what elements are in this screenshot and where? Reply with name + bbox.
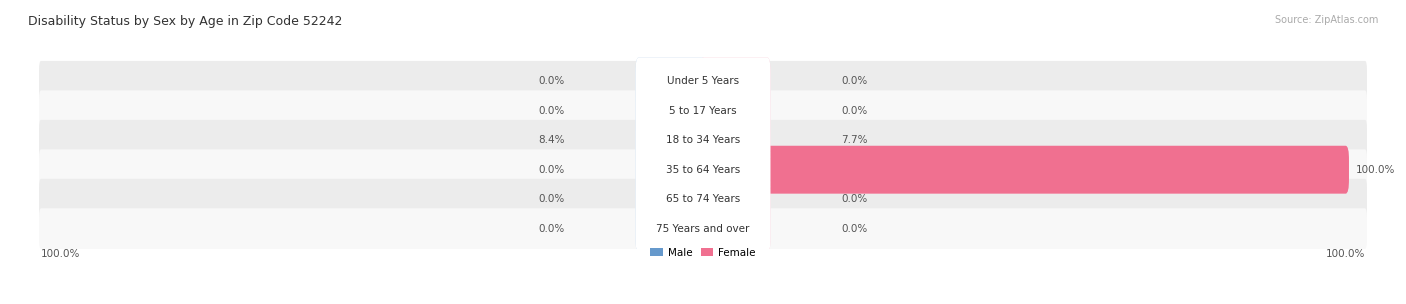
FancyBboxPatch shape xyxy=(700,116,770,164)
FancyBboxPatch shape xyxy=(39,120,1367,161)
FancyBboxPatch shape xyxy=(700,116,755,164)
Text: Disability Status by Sex by Age in Zip Code 52242: Disability Status by Sex by Age in Zip C… xyxy=(28,15,343,28)
FancyBboxPatch shape xyxy=(700,205,770,253)
Text: 100.0%: 100.0% xyxy=(41,249,80,259)
FancyBboxPatch shape xyxy=(636,175,706,223)
FancyBboxPatch shape xyxy=(636,87,770,135)
FancyBboxPatch shape xyxy=(700,146,1348,194)
FancyBboxPatch shape xyxy=(636,116,706,164)
FancyBboxPatch shape xyxy=(636,205,770,253)
Text: 75 Years and over: 75 Years and over xyxy=(657,224,749,234)
Text: 0.0%: 0.0% xyxy=(538,165,565,175)
FancyBboxPatch shape xyxy=(39,149,1367,190)
Text: Under 5 Years: Under 5 Years xyxy=(666,76,740,86)
Text: 0.0%: 0.0% xyxy=(538,224,565,234)
Text: 7.7%: 7.7% xyxy=(841,135,868,145)
FancyBboxPatch shape xyxy=(39,61,1367,102)
Text: 100.0%: 100.0% xyxy=(1326,249,1365,259)
Legend: Male, Female: Male, Female xyxy=(648,245,758,260)
Text: 0.0%: 0.0% xyxy=(841,106,868,116)
FancyBboxPatch shape xyxy=(700,57,770,105)
FancyBboxPatch shape xyxy=(636,57,770,105)
Text: 0.0%: 0.0% xyxy=(841,76,868,86)
FancyBboxPatch shape xyxy=(645,116,706,164)
FancyBboxPatch shape xyxy=(700,146,1348,194)
Text: 0.0%: 0.0% xyxy=(538,106,565,116)
FancyBboxPatch shape xyxy=(636,175,770,223)
FancyBboxPatch shape xyxy=(700,87,770,135)
FancyBboxPatch shape xyxy=(39,179,1367,219)
FancyBboxPatch shape xyxy=(636,116,770,164)
FancyBboxPatch shape xyxy=(636,146,706,194)
FancyBboxPatch shape xyxy=(39,208,1367,249)
FancyBboxPatch shape xyxy=(636,146,770,194)
Text: 0.0%: 0.0% xyxy=(538,194,565,204)
Text: 5 to 17 Years: 5 to 17 Years xyxy=(669,106,737,116)
FancyBboxPatch shape xyxy=(636,57,706,105)
Text: 65 to 74 Years: 65 to 74 Years xyxy=(666,194,740,204)
FancyBboxPatch shape xyxy=(700,175,770,223)
Text: 8.4%: 8.4% xyxy=(538,135,565,145)
Text: 0.0%: 0.0% xyxy=(841,224,868,234)
Text: 18 to 34 Years: 18 to 34 Years xyxy=(666,135,740,145)
Text: 0.0%: 0.0% xyxy=(538,76,565,86)
Text: 0.0%: 0.0% xyxy=(841,194,868,204)
Text: 100.0%: 100.0% xyxy=(1355,165,1395,175)
FancyBboxPatch shape xyxy=(636,205,706,253)
Text: 35 to 64 Years: 35 to 64 Years xyxy=(666,165,740,175)
FancyBboxPatch shape xyxy=(39,90,1367,131)
FancyBboxPatch shape xyxy=(636,87,706,135)
Text: Source: ZipAtlas.com: Source: ZipAtlas.com xyxy=(1274,15,1378,25)
